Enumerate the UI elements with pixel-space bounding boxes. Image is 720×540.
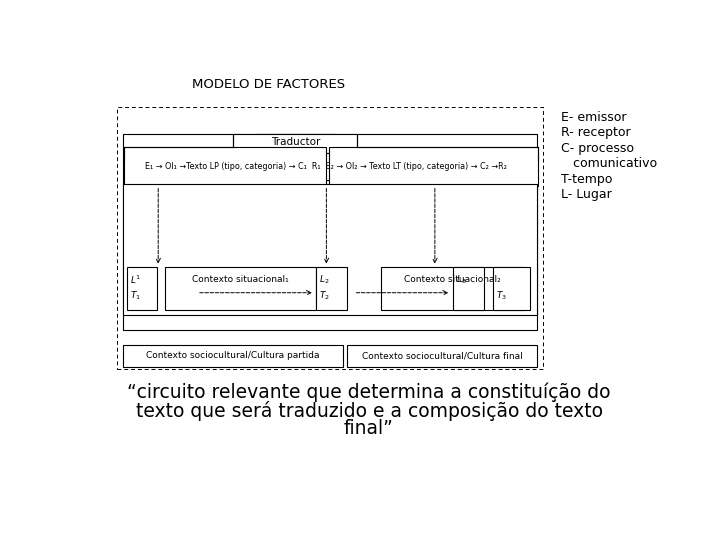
Text: $T_2$: $T_2$ xyxy=(320,289,330,302)
Bar xyxy=(124,147,325,186)
Text: $T_1$: $T_1$ xyxy=(130,289,141,302)
Bar xyxy=(256,134,334,150)
Bar xyxy=(493,267,530,309)
Text: L- Lugar: L- Lugar xyxy=(561,188,612,201)
Bar xyxy=(233,134,357,161)
Text: $L_2$: $L_2$ xyxy=(320,273,330,286)
Text: comunicativo: comunicativo xyxy=(561,157,657,170)
Text: Contexto sociocultural/Cultura final: Contexto sociocultural/Cultura final xyxy=(362,352,523,360)
Bar xyxy=(122,134,537,330)
Text: Contexto sociocultural/Cultura partida: Contexto sociocultural/Cultura partida xyxy=(146,352,320,360)
Bar xyxy=(381,267,524,309)
Bar xyxy=(117,107,544,369)
Text: C- processo: C- processo xyxy=(561,142,634,155)
Bar xyxy=(165,267,316,309)
Bar xyxy=(329,147,538,186)
Bar xyxy=(347,345,537,367)
Bar xyxy=(453,267,484,309)
Text: $L^1$: $L^1$ xyxy=(130,273,142,286)
Text: Traductor: Traductor xyxy=(271,137,320,147)
Text: texto que será traduzido e a composição do texto: texto que será traduzido e a composição … xyxy=(135,401,603,421)
Bar xyxy=(129,153,524,180)
Bar xyxy=(122,184,537,315)
Text: “circuito relevante que determina a constituíção do: “circuito relevante que determina a cons… xyxy=(127,382,611,402)
Bar xyxy=(127,267,157,309)
Text: E₁ → Ol₁ →Texto LP (tipo, categoria) → C₁  R₁  E₂ → Ol₂ → Texto LT (tipo, catego: E₁ → Ol₁ →Texto LP (tipo, categoria) → C… xyxy=(145,163,508,171)
Text: Contexto situacional₂: Contexto situacional₂ xyxy=(404,275,500,284)
Text: T-tempo: T-tempo xyxy=(561,173,613,186)
Text: final”: final” xyxy=(344,419,394,438)
Bar xyxy=(122,345,343,367)
Text: MODELO DE FACTORES: MODELO DE FACTORES xyxy=(192,78,345,91)
Text: R- receptor: R- receptor xyxy=(561,126,631,139)
Text: E- emissor: E- emissor xyxy=(561,111,626,124)
Text: $T_3$: $T_3$ xyxy=(496,289,507,302)
Bar xyxy=(316,267,347,309)
Text: $L_3$: $L_3$ xyxy=(456,273,467,286)
Text: Contexto situacional₁: Contexto situacional₁ xyxy=(192,275,289,284)
